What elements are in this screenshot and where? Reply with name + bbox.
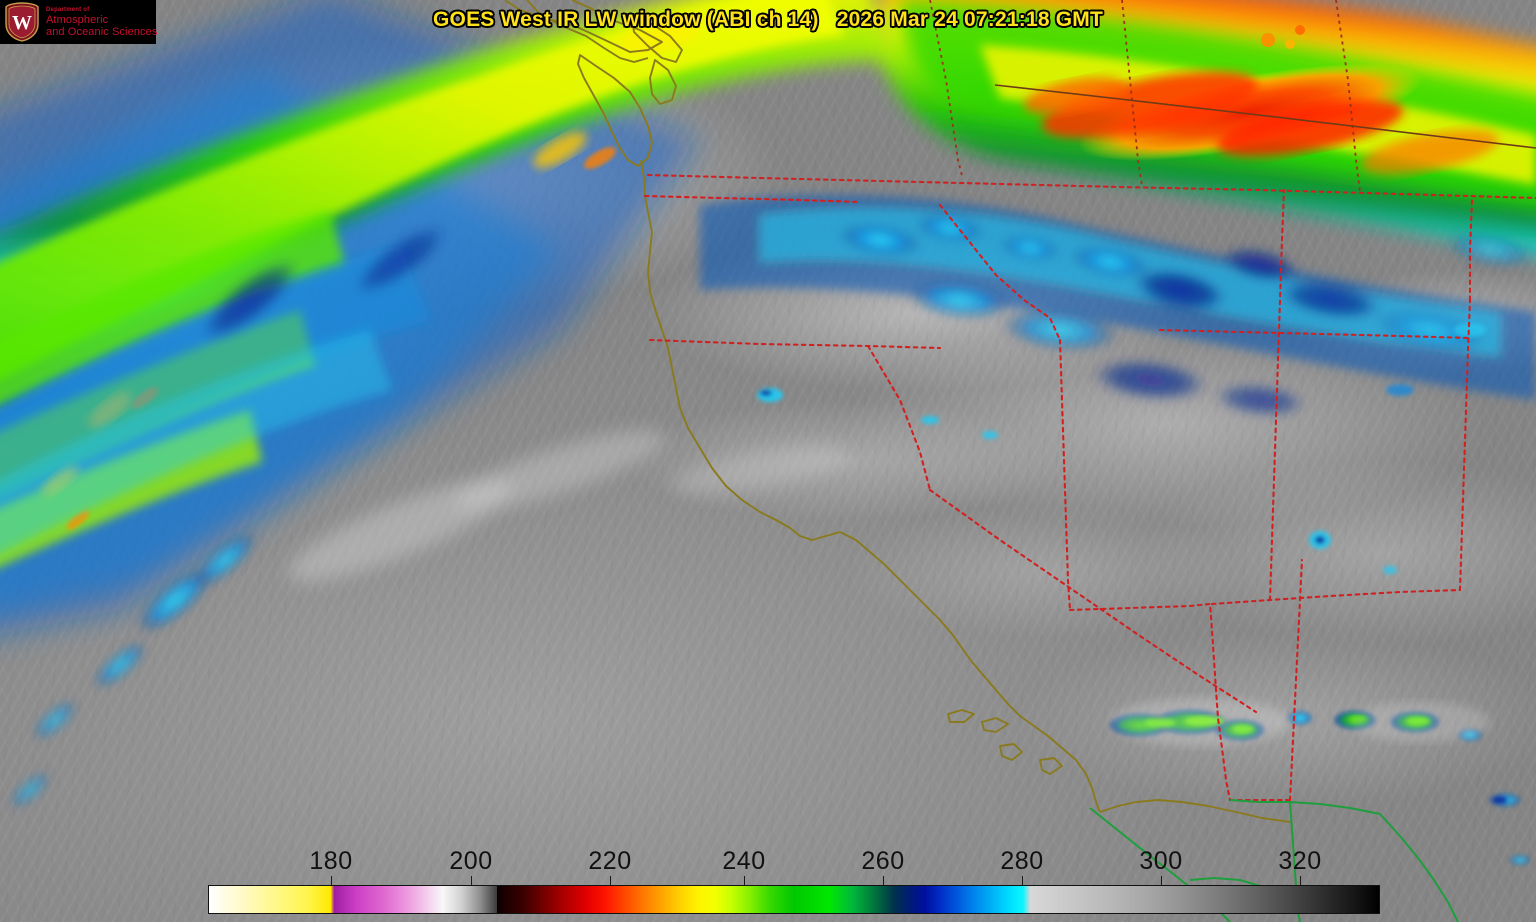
logo-department-line: Department of [46,6,90,13]
colorbar-tick [1161,876,1162,885]
colorbar-tick [1300,876,1301,885]
alberta-border-line [994,84,1536,149]
logo-line-1: Atmospheric [46,13,109,26]
uw-crest-icon: W [4,2,40,42]
uw-aos-logo: W Department of Atmospheric and Oceanic … [0,0,157,44]
colorbar-tick [883,876,884,885]
colorbar-tick [610,876,611,885]
colorbar-tick [1022,876,1023,885]
colorbar-tick-label: 320 [1278,847,1322,875]
colorbar-panel: 180 200 220 240 260 280 300 320 [0,847,1536,922]
colorbar-tick-label: 240 [722,847,766,875]
colorbar-tick-label: 280 [1000,847,1044,875]
colorbar-tick-label: 300 [1139,847,1183,875]
political-borders [643,173,1536,802]
coastline [504,0,1291,823]
colorbar-tick-label: 180 [309,847,353,875]
logo-line-2: and Oceanic Sciences [46,25,158,38]
great-basin-scattered-cells [757,323,1486,574]
colorbar-tick [331,876,332,885]
image-title: GOES West IR LW window (ABI ch 14) 2026 … [433,8,1103,31]
logo-text-block: Department of Atmospheric and Oceanic Sc… [46,7,157,38]
colorbar-tick-label: 220 [588,847,632,875]
colorbar-tick [744,876,745,885]
colorbar-tick-label: 260 [861,847,905,875]
frontal-trailing-edge [0,225,447,809]
offshore-stratus [288,430,849,582]
colorbar-tick-label: 200 [449,847,493,875]
southern-convection-line [1108,698,1490,746]
svg-text:W: W [12,12,32,34]
colorbar-tick [471,876,472,885]
right-edge-cells [1487,792,1532,866]
pacific-northwest-cloud-shield [700,194,1536,417]
brightness-temperature-colorbar [208,885,1380,914]
